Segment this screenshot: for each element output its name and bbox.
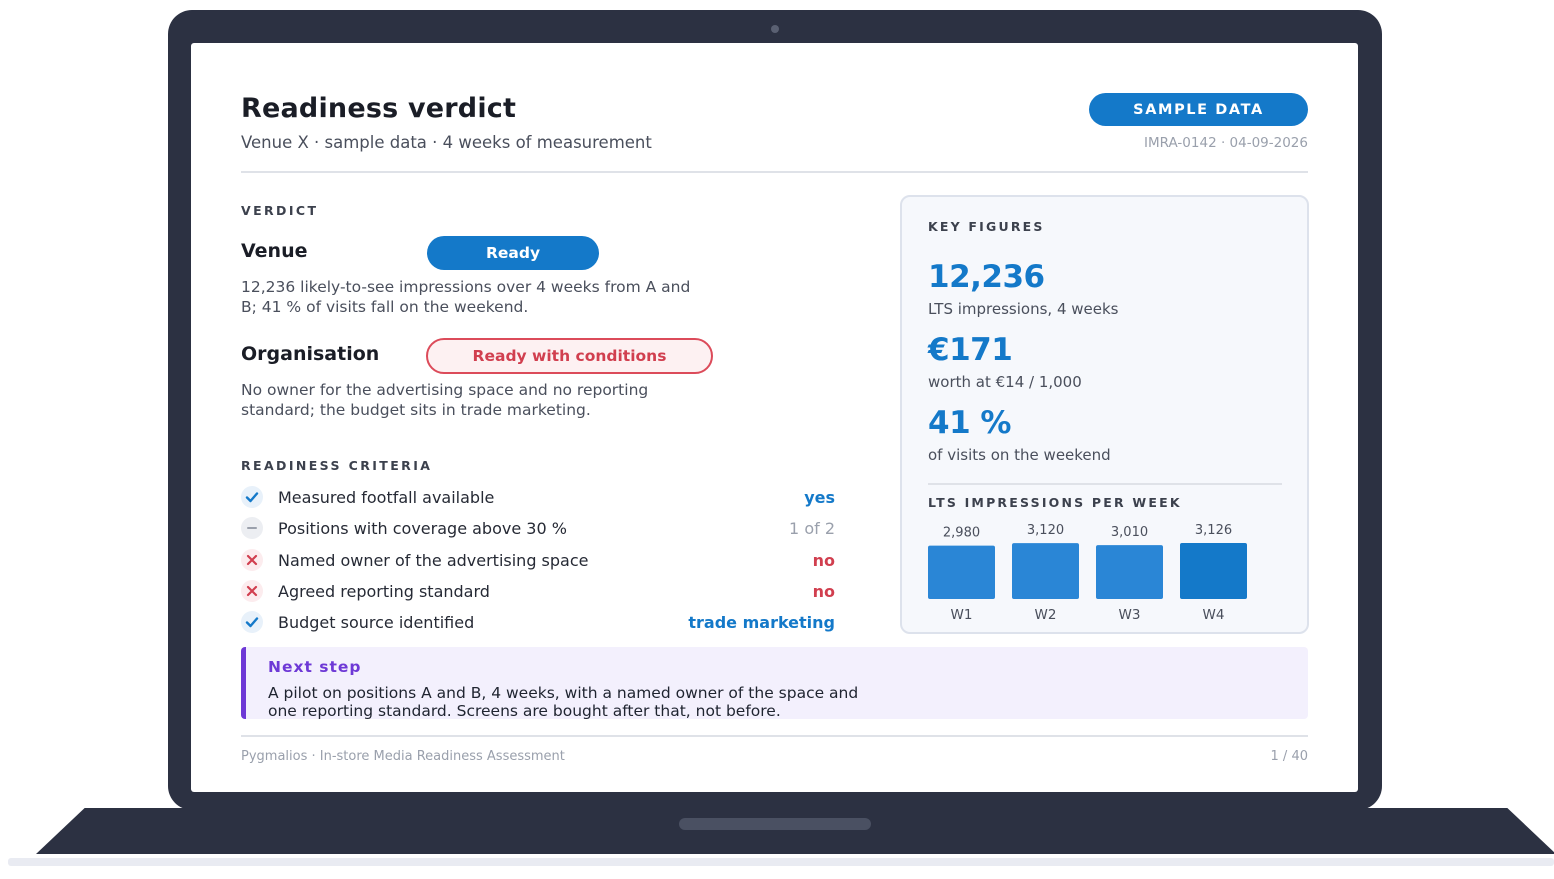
chart-data-label: 2,980 bbox=[943, 526, 980, 541]
weekend-value: 41 % bbox=[928, 405, 1012, 441]
footer-source: Pygmalios · In-store Media Readiness Ass… bbox=[241, 749, 565, 764]
chart-bar bbox=[1180, 543, 1247, 599]
cross-icon bbox=[241, 580, 263, 602]
dash-icon bbox=[241, 517, 263, 539]
criteria-value: trade marketing bbox=[688, 612, 835, 632]
criteria-value: yes bbox=[804, 487, 835, 507]
criteria-row: Agreed reporting standard no bbox=[241, 578, 835, 604]
floor-shadow bbox=[8, 858, 1554, 866]
document-id: IMRA-0142 · 04-09-2026 bbox=[1144, 135, 1308, 151]
page-title: Readiness verdict bbox=[241, 93, 517, 124]
criteria-value: no bbox=[812, 550, 835, 570]
chart-title: LTS IMPRESSIONS PER WEEK bbox=[928, 495, 1182, 510]
criteria-label: Measured footfall available bbox=[278, 487, 495, 507]
check-icon bbox=[241, 611, 263, 633]
laptop-notch bbox=[679, 818, 871, 830]
organisation-verdict-description: No owner for the advertising space and n… bbox=[241, 381, 649, 419]
next-step-text: A pilot on positions A and B, 4 weeks, w… bbox=[268, 684, 859, 720]
weekly-impressions-chart: 2,980 W1 3,120 W2 3,010 W3 3,126 W4 bbox=[928, 523, 1247, 623]
criteria-label: Named owner of the advertising space bbox=[278, 550, 589, 570]
impressions-value: 12,236 bbox=[928, 259, 1045, 295]
check-icon bbox=[241, 486, 263, 508]
impressions-caption: LTS impressions, 4 weeks bbox=[928, 300, 1119, 318]
weekend-caption: of visits on the weekend bbox=[928, 446, 1111, 464]
chart-tick-label: W4 bbox=[1203, 607, 1225, 623]
screen: Readiness verdict Venue X · sample data … bbox=[191, 43, 1358, 792]
criteria-row: Budget source identified trade marketing bbox=[241, 609, 835, 635]
criteria-section-label: READINESS CRITERIA bbox=[241, 458, 433, 473]
cross-icon bbox=[241, 549, 263, 571]
criteria-value: no bbox=[812, 581, 835, 601]
footer-divider bbox=[241, 735, 1308, 737]
venue-verdict-title: Venue bbox=[241, 240, 308, 262]
next-step-title: Next step bbox=[268, 658, 362, 676]
header-divider bbox=[241, 171, 1308, 173]
verdict-section-label: VERDICT bbox=[241, 203, 319, 218]
key-figures-label: KEY FIGURES bbox=[928, 219, 1045, 234]
criteria-value: 1 of 2 bbox=[789, 518, 835, 538]
chart-tick-label: W2 bbox=[1035, 607, 1057, 623]
organisation-verdict-title: Organisation bbox=[241, 343, 380, 365]
organisation-status-pill: Ready with conditions bbox=[426, 338, 713, 374]
worth-value: €171 bbox=[928, 332, 1013, 368]
key-figures-panel: KEY FIGURES 12,236 LTS impressions, 4 we… bbox=[900, 195, 1309, 634]
camera-icon bbox=[771, 25, 779, 33]
chart-bar bbox=[928, 545, 995, 599]
worth-caption: worth at €14 / 1,000 bbox=[928, 373, 1082, 391]
venue-verdict-description: 12,236 likely-to-see impressions over 4 … bbox=[241, 278, 691, 316]
chart-bar bbox=[1012, 543, 1079, 599]
laptop-base bbox=[36, 808, 1554, 854]
criteria-row: Measured footfall available yes bbox=[241, 484, 835, 510]
criteria-label: Budget source identified bbox=[278, 612, 475, 632]
chart-data-label: 3,126 bbox=[1195, 523, 1232, 538]
venue-status-pill: Ready bbox=[427, 236, 599, 270]
page-number: 1 / 40 bbox=[1270, 749, 1308, 764]
next-step-callout: Next step A pilot on positions A and B, … bbox=[241, 647, 1308, 720]
criteria-row: Positions with coverage above 30 % 1 of … bbox=[241, 515, 835, 541]
page-subtitle: Venue X · sample data · 4 weeks of measu… bbox=[241, 133, 652, 152]
chart-tick-label: W3 bbox=[1119, 607, 1141, 623]
chart-tick-label: W1 bbox=[951, 607, 973, 623]
sample-data-badge: SAMPLE DATA bbox=[1089, 93, 1308, 126]
criteria-row: Named owner of the advertising space no bbox=[241, 547, 835, 573]
chart-bar bbox=[1096, 545, 1163, 599]
criteria-label: Positions with coverage above 30 % bbox=[278, 518, 567, 538]
chart-data-label: 3,010 bbox=[1111, 525, 1148, 540]
chart-data-label: 3,120 bbox=[1027, 523, 1064, 538]
key-figures-divider bbox=[928, 483, 1282, 485]
criteria-label: Agreed reporting standard bbox=[278, 581, 490, 601]
